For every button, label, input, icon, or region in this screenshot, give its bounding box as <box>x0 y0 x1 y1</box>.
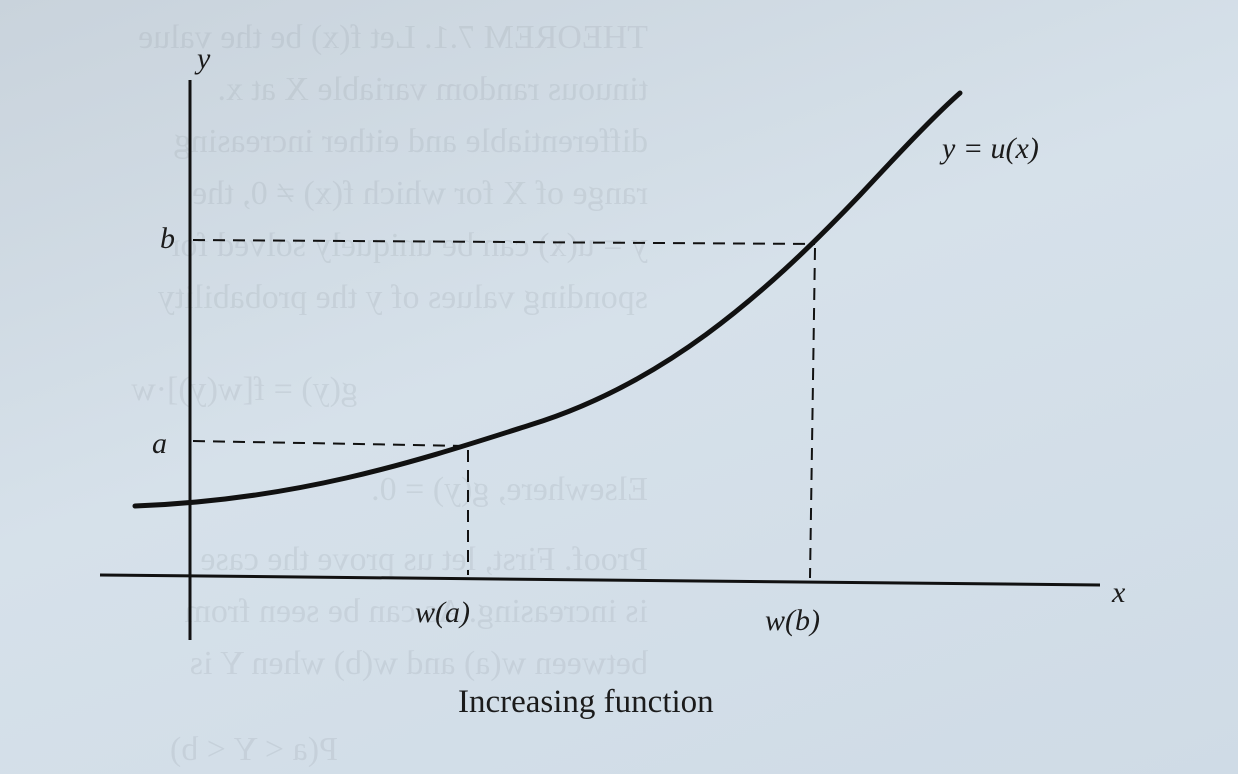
ghost-line: y = u(x) can be uniquely solved for <box>168 227 648 264</box>
ghost-line: is increasing. As can be seen from <box>184 593 648 630</box>
increasing-curve <box>132 90 963 509</box>
x-marker-w-b: w(b) <box>765 604 820 637</box>
x-axis <box>99 573 1101 587</box>
y-marker-a: a <box>152 427 167 460</box>
ghost-line: g(y) = f[w(y)]·w <box>131 371 358 408</box>
ghost-line: differentiable and either increasing <box>174 123 648 160</box>
x-marker-w-a: w(a) <box>415 596 470 629</box>
ghost-line: Proof. First, let us prove the case <box>200 541 648 578</box>
curve-label: y = u(x) <box>939 132 1039 165</box>
ghost-line: range of X for which f(x) ≠ 0, the <box>192 175 648 212</box>
ghost-line: sponding values of y the probability <box>158 279 648 316</box>
ghost-line: Elsewhere, g(y) = 0. <box>371 471 648 508</box>
dashed-guide-b-vertical <box>809 247 816 579</box>
ghost-line: THEOREM 7.1. Let f(x) be the value <box>138 19 648 56</box>
x-axis-label: x <box>1111 576 1126 609</box>
dashed-guide-b-horizontal <box>192 239 816 245</box>
dashed-guide-a-horizontal <box>192 440 469 447</box>
y-marker-b: b <box>160 222 175 255</box>
figure-caption: Increasing function <box>458 684 714 720</box>
ghost-line: between w(a) and w(b) when Y is <box>190 645 648 682</box>
bleed-through-text: THEOREM 7.1. Let f(x) be the value tinuo… <box>131 19 648 768</box>
ghost-line: tinuous random variable X at x. <box>217 71 648 108</box>
ghost-line: P(a < Y < b) <box>170 731 338 768</box>
y-axis-label: y <box>194 42 211 75</box>
